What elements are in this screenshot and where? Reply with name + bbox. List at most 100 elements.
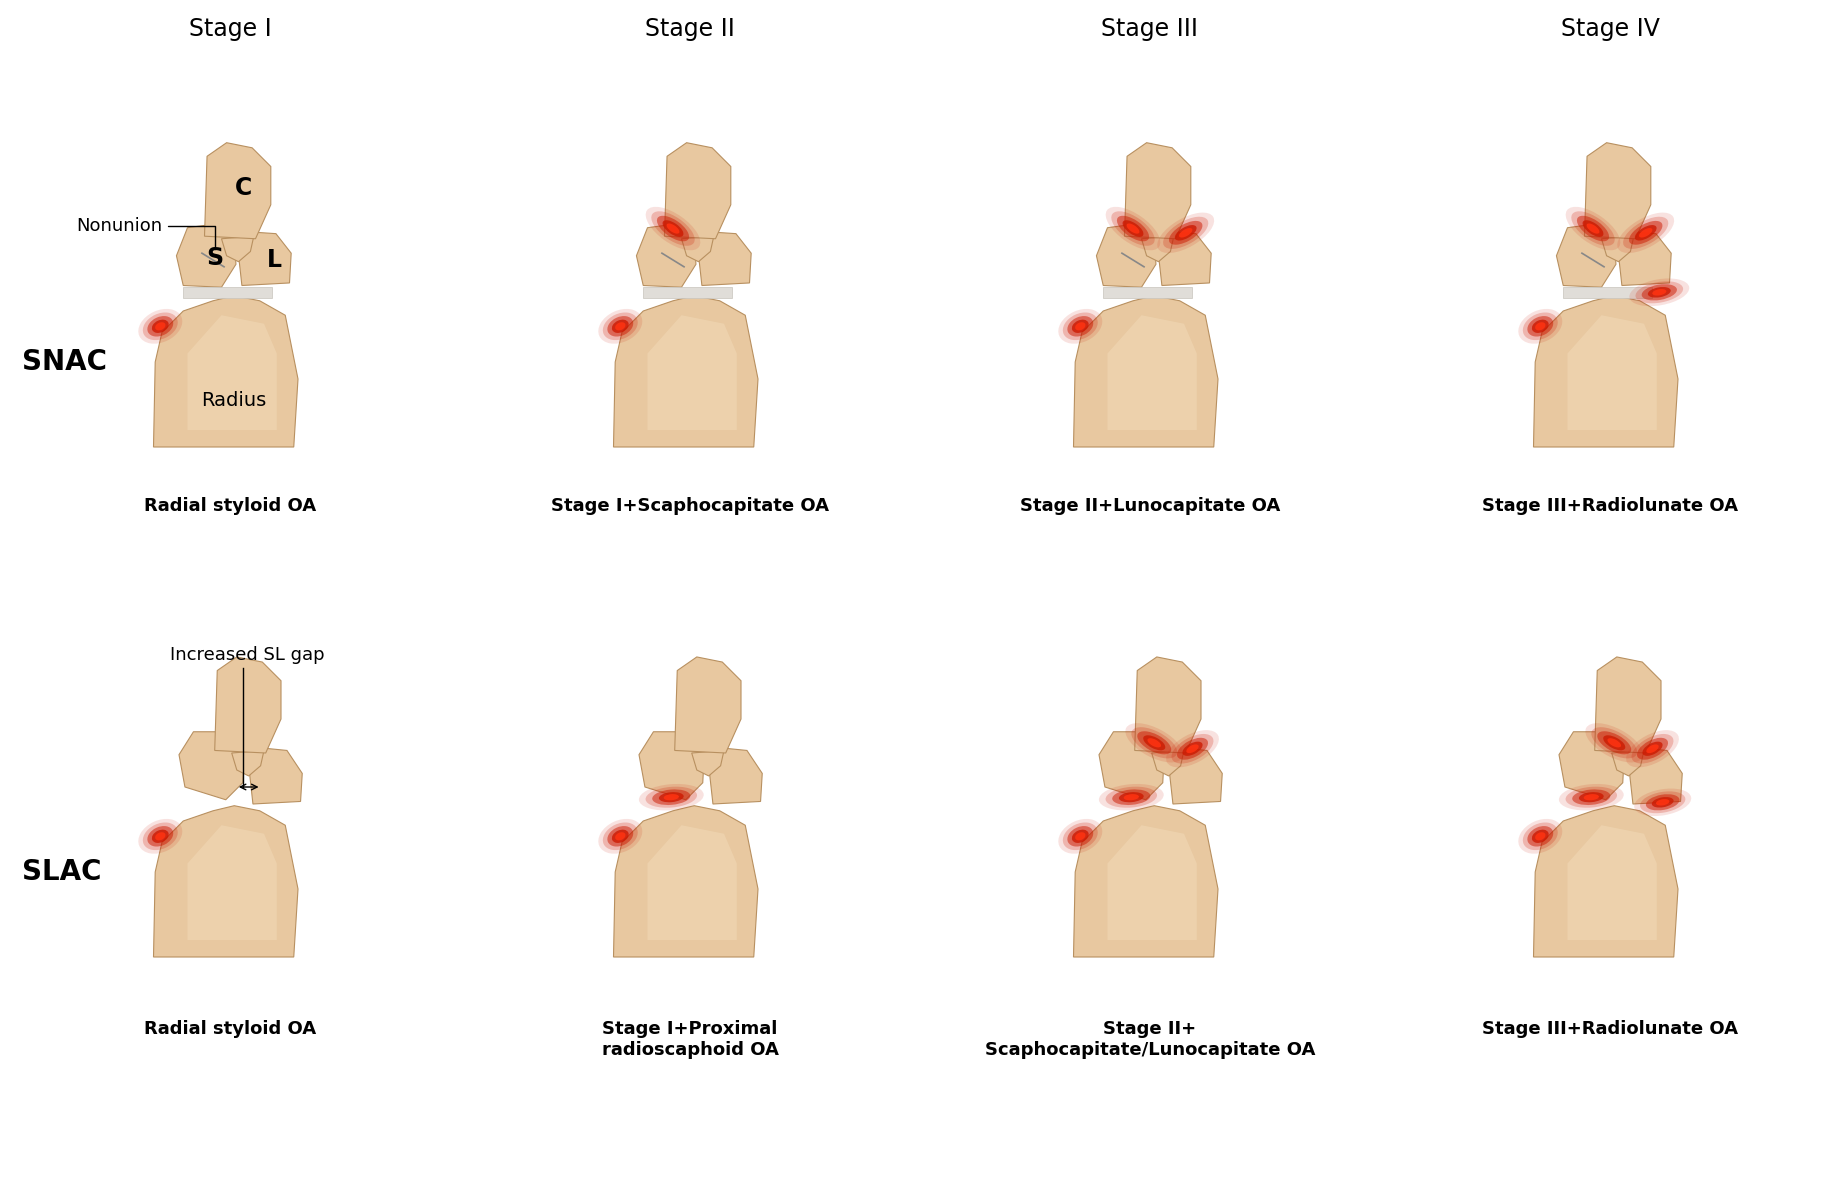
Polygon shape [1073, 806, 1219, 957]
Polygon shape [1563, 287, 1653, 298]
Polygon shape [1629, 748, 1683, 804]
Ellipse shape [615, 832, 626, 840]
Ellipse shape [1169, 221, 1202, 245]
Polygon shape [613, 806, 758, 957]
Text: Radial styloid OA: Radial styloid OA [144, 496, 317, 515]
Ellipse shape [138, 309, 182, 344]
Polygon shape [1103, 287, 1193, 298]
Polygon shape [1073, 296, 1219, 447]
Polygon shape [1152, 751, 1184, 775]
Ellipse shape [1532, 830, 1548, 843]
Ellipse shape [602, 312, 637, 340]
Ellipse shape [1099, 784, 1164, 811]
Ellipse shape [615, 323, 626, 331]
Ellipse shape [1123, 794, 1140, 800]
Ellipse shape [1112, 212, 1154, 246]
Ellipse shape [1068, 316, 1094, 337]
Ellipse shape [1528, 826, 1554, 846]
Ellipse shape [1132, 727, 1176, 759]
Text: SLAC: SLAC [22, 858, 101, 886]
Ellipse shape [1062, 312, 1097, 340]
Ellipse shape [602, 823, 637, 850]
Polygon shape [1559, 732, 1624, 800]
Polygon shape [250, 748, 302, 804]
Ellipse shape [1171, 734, 1213, 764]
Text: Stage III+Radiolunate OA: Stage III+Radiolunate OA [1482, 1020, 1738, 1038]
Ellipse shape [1138, 732, 1171, 754]
Text: Stage III: Stage III [1101, 17, 1198, 41]
Polygon shape [188, 316, 276, 430]
Ellipse shape [1587, 223, 1600, 234]
Ellipse shape [1635, 225, 1657, 240]
Ellipse shape [1071, 319, 1088, 333]
Ellipse shape [1591, 727, 1637, 759]
Polygon shape [1567, 825, 1657, 940]
Ellipse shape [598, 309, 643, 344]
Polygon shape [692, 751, 724, 775]
Ellipse shape [1164, 216, 1208, 249]
Polygon shape [674, 657, 740, 753]
Text: Stage II+Lunocapitate OA: Stage II+Lunocapitate OA [1020, 496, 1279, 515]
Text: Radial styloid OA: Radial styloid OA [144, 1020, 317, 1038]
Polygon shape [1169, 748, 1222, 804]
Ellipse shape [144, 312, 179, 340]
Ellipse shape [1635, 788, 1692, 816]
Polygon shape [681, 236, 714, 261]
Text: Increased SL gap: Increased SL gap [169, 645, 324, 664]
Polygon shape [188, 825, 276, 940]
Polygon shape [1611, 751, 1644, 775]
Ellipse shape [666, 223, 679, 234]
Text: S: S [206, 246, 223, 271]
Ellipse shape [144, 823, 179, 850]
Ellipse shape [1068, 826, 1094, 846]
Ellipse shape [1583, 220, 1604, 236]
Ellipse shape [598, 819, 643, 853]
Ellipse shape [1519, 819, 1563, 853]
Ellipse shape [1572, 212, 1615, 246]
Ellipse shape [1585, 723, 1644, 762]
Ellipse shape [659, 792, 683, 803]
Ellipse shape [1182, 741, 1202, 755]
Polygon shape [1602, 236, 1633, 261]
Polygon shape [1618, 232, 1672, 286]
Ellipse shape [1637, 738, 1668, 760]
Ellipse shape [155, 323, 166, 331]
Ellipse shape [1059, 819, 1103, 853]
Ellipse shape [1572, 790, 1611, 805]
Ellipse shape [1059, 309, 1103, 344]
Ellipse shape [1075, 323, 1086, 331]
Text: Stage I+Proximal
radioscaphoid OA: Stage I+Proximal radioscaphoid OA [602, 1020, 779, 1059]
Polygon shape [637, 225, 696, 287]
Ellipse shape [1112, 790, 1151, 805]
Ellipse shape [1535, 323, 1545, 331]
Polygon shape [184, 287, 272, 298]
Text: L: L [267, 248, 282, 272]
Ellipse shape [1616, 213, 1673, 253]
Polygon shape [639, 732, 705, 800]
Ellipse shape [1565, 787, 1616, 807]
Ellipse shape [138, 819, 182, 853]
Ellipse shape [1535, 832, 1545, 840]
Ellipse shape [608, 316, 633, 337]
Polygon shape [215, 657, 282, 753]
Ellipse shape [1143, 735, 1165, 751]
Text: SNAC: SNAC [22, 348, 107, 376]
Polygon shape [643, 287, 733, 298]
Polygon shape [1108, 825, 1197, 940]
Ellipse shape [1175, 225, 1197, 240]
Ellipse shape [1646, 794, 1679, 811]
Ellipse shape [1523, 823, 1557, 850]
Ellipse shape [611, 830, 630, 843]
Polygon shape [1534, 296, 1677, 447]
Ellipse shape [1604, 735, 1626, 751]
Ellipse shape [1178, 228, 1193, 238]
Ellipse shape [1642, 284, 1677, 300]
Ellipse shape [652, 790, 690, 805]
Polygon shape [179, 732, 245, 800]
Ellipse shape [153, 830, 169, 843]
Polygon shape [698, 232, 751, 286]
Ellipse shape [657, 216, 689, 241]
Ellipse shape [1583, 794, 1600, 800]
Polygon shape [177, 225, 236, 287]
Ellipse shape [1646, 745, 1659, 753]
